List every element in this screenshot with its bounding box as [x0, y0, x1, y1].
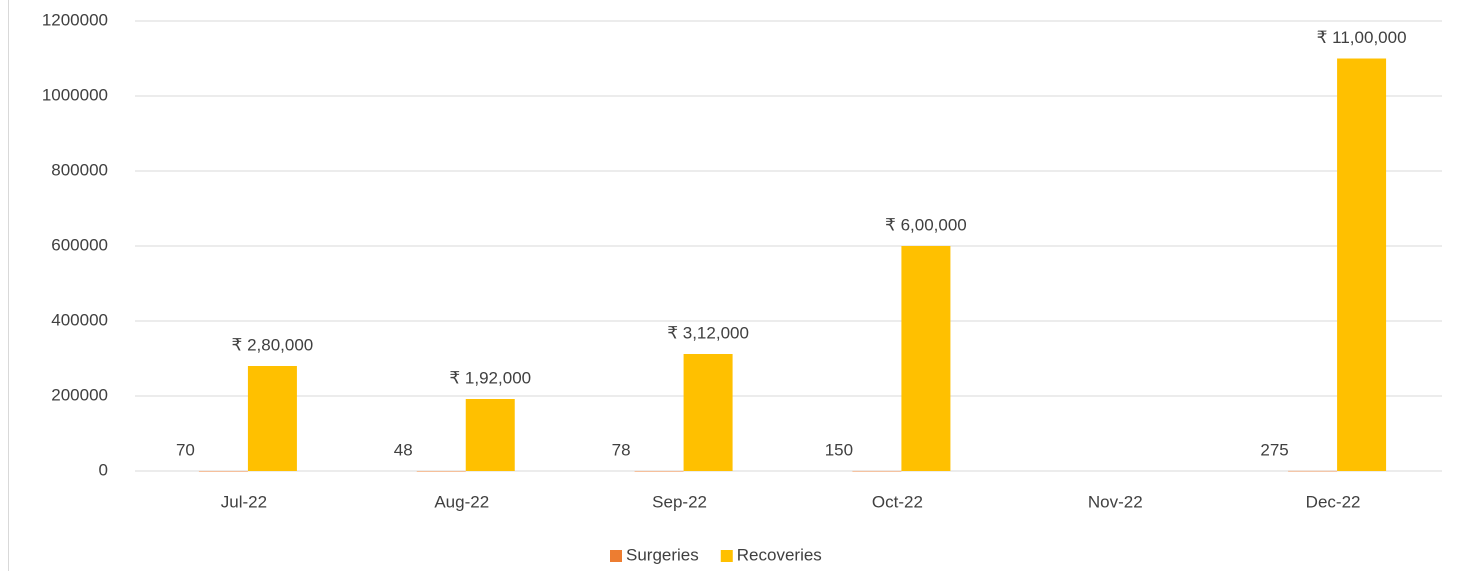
y-tick-label: 600000 — [51, 235, 108, 254]
x-tick-label: Nov-22 — [1088, 492, 1143, 511]
value-label: ₹ 1,92,000 — [449, 368, 531, 387]
value-label: ₹ 11,00,000 — [1317, 28, 1407, 47]
bar — [1288, 470, 1338, 472]
x-tick-label: Jul-22 — [221, 492, 267, 511]
legend-swatch — [610, 550, 622, 562]
y-tick-label: 1000000 — [42, 85, 108, 104]
bar — [416, 470, 466, 472]
legend-label: Surgeries — [626, 545, 699, 564]
y-tick-label: 0 — [99, 460, 108, 479]
x-tick-label: Dec-22 — [1306, 492, 1361, 511]
y-tick-label: 800000 — [51, 160, 108, 179]
value-label: 275 — [1260, 440, 1288, 459]
y-tick-label: 1200000 — [42, 10, 108, 29]
bar — [852, 470, 902, 472]
value-label: ₹ 2,80,000 — [232, 335, 314, 354]
value-label: 70 — [176, 440, 195, 459]
y-tick-label: 200000 — [51, 385, 108, 404]
value-label: 48 — [394, 440, 413, 459]
value-label: 150 — [825, 440, 853, 459]
value-label: ₹ 3,12,000 — [667, 323, 749, 342]
bar — [198, 470, 248, 472]
x-tick-label: Sep-22 — [652, 492, 707, 511]
legend-swatch — [720, 550, 733, 562]
value-label: 78 — [612, 440, 631, 459]
value-label: ₹ 6,00,000 — [885, 215, 967, 234]
bar — [465, 399, 515, 471]
x-tick-label: Oct-22 — [872, 492, 923, 511]
y-tick-label: 400000 — [51, 310, 108, 329]
x-tick-label: Aug-22 — [434, 492, 489, 511]
bar — [683, 354, 733, 471]
bar — [901, 246, 951, 471]
legend-label: Recoveries — [737, 545, 822, 564]
bar — [1337, 58, 1387, 471]
bar — [247, 366, 297, 471]
bar — [634, 470, 684, 472]
